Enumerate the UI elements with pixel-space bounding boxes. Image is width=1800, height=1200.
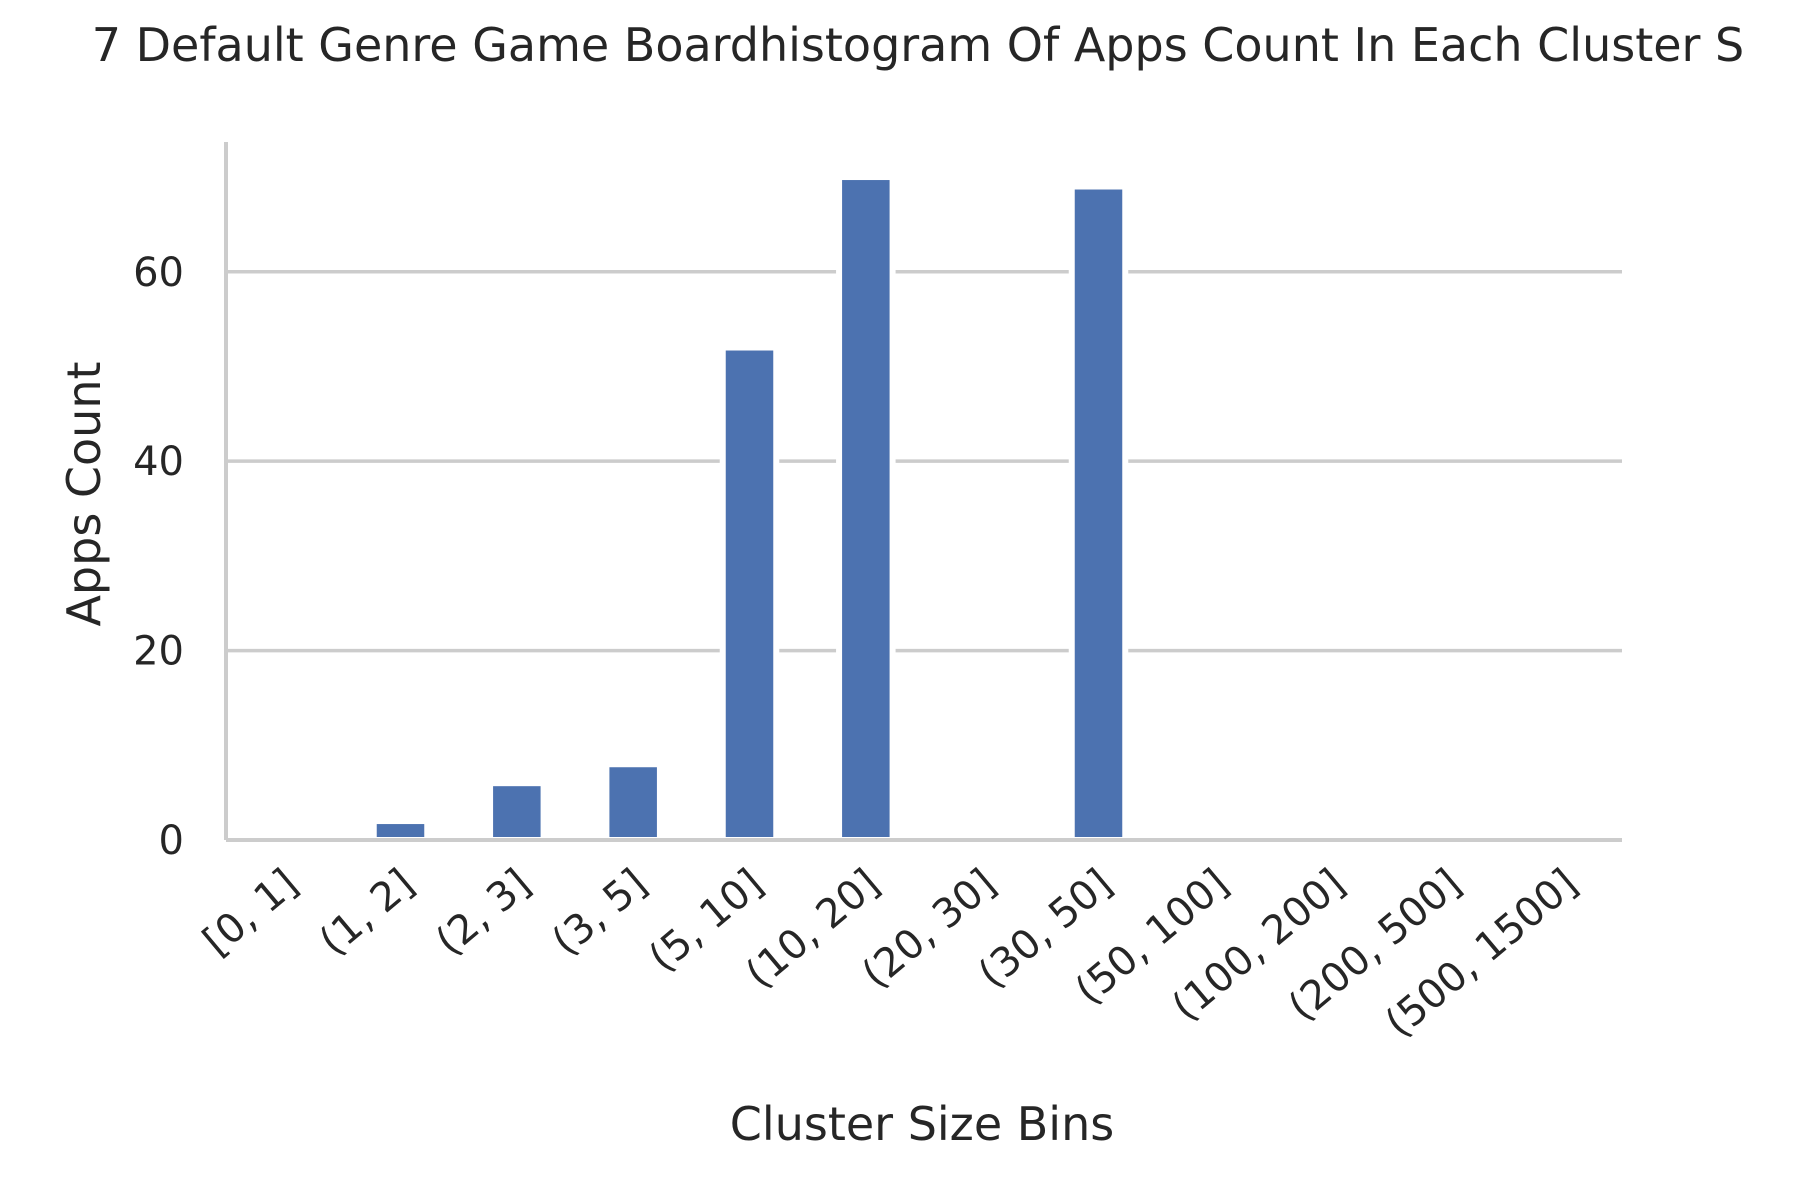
x-tick-labels: [0, 1] (1, 2] (2, 3] (3, 5](5, 10](10, 20](… <box>195 860 1587 1046</box>
x-tick-label: (2, 3] <box>427 860 539 964</box>
y-tick-label: 0 <box>159 818 184 864</box>
grid-lines <box>226 270 1622 653</box>
x-tick-label: (1, 2] <box>311 860 423 964</box>
x-tick-label: [0, 1] <box>195 860 307 964</box>
bars <box>370 174 1129 844</box>
bar <box>487 780 547 844</box>
chart-title: 7 Default Genre Game Boardhistogram Of A… <box>92 18 1745 72</box>
bar <box>370 818 431 844</box>
y-tick-label: 60 <box>133 250 184 296</box>
y-tick-label: 20 <box>133 629 184 675</box>
x-axis-label: Cluster Size Bins <box>730 1097 1114 1151</box>
y-tick-label: 40 <box>133 439 184 485</box>
bar <box>836 174 896 844</box>
y-tick-labels: 0 20 40 60 <box>133 250 184 864</box>
y-axis-label: Apps Count <box>57 361 111 626</box>
bar <box>719 344 780 843</box>
bar <box>1068 183 1129 844</box>
x-tick-label: (3, 5] <box>544 860 656 964</box>
bar <box>603 761 663 844</box>
